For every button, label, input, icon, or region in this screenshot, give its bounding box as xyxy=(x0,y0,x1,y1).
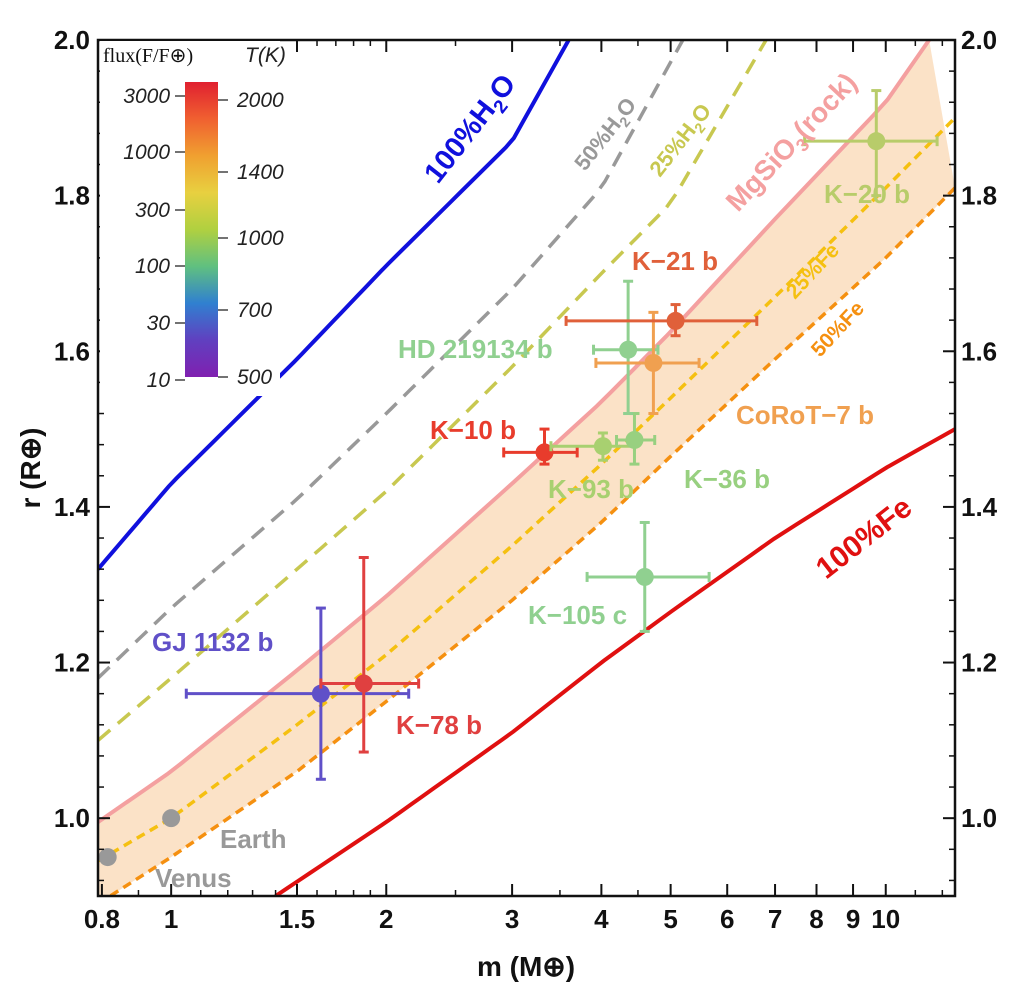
x-tick-label: 9 xyxy=(846,904,860,934)
planet-label-k-78-b: K−78 b xyxy=(396,710,482,740)
planet-marker xyxy=(354,674,373,693)
planet-label-k-20-b: K−20 b xyxy=(824,179,910,209)
y-tick-label: 1.0 xyxy=(54,803,90,833)
x-tick-label: 1 xyxy=(164,904,178,934)
temp-tick-label: 500 xyxy=(237,366,272,389)
y-tick-label: 1.2 xyxy=(54,648,90,678)
planet-k-21-b xyxy=(564,303,759,338)
planet-label-hd-219134-b: HD 219134 b xyxy=(398,334,553,364)
planet-label-k-93-b: K−93 b xyxy=(548,474,634,504)
y-tick-label-right: 1.4 xyxy=(961,492,998,522)
flux-tick-label: 3000 xyxy=(123,85,170,108)
y-axis-label: r (R⊕) xyxy=(15,427,46,508)
planet-venus xyxy=(98,848,117,867)
planet-label-corot-7-b: CoRoT−7 b xyxy=(736,400,874,430)
planet-marker xyxy=(635,567,654,586)
y-tick-label-right: 1.2 xyxy=(961,648,997,678)
planet-marker xyxy=(666,311,685,330)
curve-50-fe xyxy=(106,186,955,896)
flux-tick-label: 30 xyxy=(147,312,171,335)
curve-100-h2o xyxy=(98,40,571,571)
y-tick-label-right: 1.6 xyxy=(961,336,997,366)
planet-points xyxy=(98,89,939,867)
curve-mgsio3-rock xyxy=(98,40,931,824)
x-axis-label: m (M⊕) xyxy=(477,951,575,982)
axes: 0.8 1 1.5 2 3 4 5 6 7 8 9 10 1.0 1.0 1.2 1.2 1.4 1.4 1.6 1.… xyxy=(54,25,998,934)
planet-marker xyxy=(593,437,612,456)
flux-tick-label: 100 xyxy=(135,255,170,278)
planet-marker xyxy=(535,443,554,462)
y-tick-label-right: 1.8 xyxy=(961,181,997,211)
planet-marker xyxy=(625,430,644,449)
x-tick-label: 4 xyxy=(594,904,609,934)
temp-tick-label: 700 xyxy=(237,299,272,322)
temp-tick-label: 1000 xyxy=(237,227,284,250)
flux-tick-label: 300 xyxy=(135,199,170,222)
x-tick-label: 7 xyxy=(768,904,782,934)
y-tick-label: 1.6 xyxy=(54,336,90,366)
y-tick-label-right: 1.0 xyxy=(961,803,997,833)
planet-marker xyxy=(619,340,638,359)
planet-corot-7-b xyxy=(594,310,701,416)
x-tick-label: 8 xyxy=(809,904,823,934)
curve-label-main: 100%H xyxy=(418,95,502,190)
x-tick-label: 3 xyxy=(505,904,519,934)
x-tick-label: 5 xyxy=(663,904,677,934)
planet-k-36-b xyxy=(615,412,657,466)
planet-hd-219134-b xyxy=(592,279,660,416)
planet-k-10-b xyxy=(502,427,579,466)
planet-label-k-21-b: K−21 b xyxy=(632,246,718,276)
planet-label-gj-1132-b: GJ 1132 b xyxy=(152,627,273,657)
planet-k-78-b xyxy=(319,555,421,754)
temp-tick-label: 1400 xyxy=(237,161,284,184)
planet-marker xyxy=(644,353,663,372)
colorbar-gradient xyxy=(185,82,218,377)
colorbar: flux(F/F⊕) T(K) 3000 1000 300 100 30 10 2000 1400… xyxy=(100,41,286,396)
planet-marker xyxy=(162,809,181,828)
flux-tick-label: 10 xyxy=(147,369,171,392)
y-tick-label: 2.0 xyxy=(54,25,90,55)
curve-label-tail: O xyxy=(483,69,522,106)
planet-label-earth: Earth xyxy=(220,824,286,854)
curve-label-100-h2o: 100%H2O xyxy=(418,69,525,192)
x-tick-label: 0.8 xyxy=(84,904,120,934)
planet-k-93-b xyxy=(549,431,636,462)
x-tick-label: 10 xyxy=(871,904,900,934)
x-tick-label: 2 xyxy=(379,904,393,934)
y-tick-label: 1.4 xyxy=(54,492,91,522)
curve-25-h2o xyxy=(98,40,768,742)
flux-tick-label: 1000 xyxy=(123,141,170,164)
curve-label-50-h2o: 50%H2O xyxy=(569,93,645,178)
curve-100-fe xyxy=(274,427,955,896)
planet-k-20-b xyxy=(803,89,939,198)
planet-marker xyxy=(98,848,117,867)
plot-frame xyxy=(96,38,957,898)
planet-label-k-105-c: K−105 c xyxy=(528,600,627,630)
curve-25-fe xyxy=(98,116,955,863)
planet-label-k-10-b: K−10 b xyxy=(430,415,516,445)
curve-label-tail: O xyxy=(686,99,716,128)
y-tick-label: 1.8 xyxy=(54,181,90,211)
planet-marker xyxy=(867,132,886,151)
curve-label-tail: O xyxy=(611,93,641,122)
planet-earth xyxy=(162,809,181,828)
colorbar-temp-title: T(K) xyxy=(245,44,286,67)
colorbar-flux-title: flux(F/F⊕) xyxy=(103,45,193,67)
planet-marker xyxy=(311,684,330,703)
composition-band xyxy=(98,40,955,896)
rock-iron-band xyxy=(98,40,955,896)
y-tick-label-right: 2.0 xyxy=(961,25,997,55)
temp-tick-label: 2000 xyxy=(236,89,284,112)
planet-label-k-36-b: K−36 b xyxy=(684,464,770,494)
composition-curves xyxy=(98,40,955,896)
planet-gj-1132-b xyxy=(184,606,411,781)
planet-k-105-c xyxy=(585,520,711,633)
planet-label-venus: Venus xyxy=(155,863,232,893)
curve-50-h2o xyxy=(98,40,685,680)
x-tick-label: 6 xyxy=(720,904,734,934)
curve-label-tail: (rock) xyxy=(787,67,863,145)
x-tick-label: 1.5 xyxy=(279,904,315,934)
